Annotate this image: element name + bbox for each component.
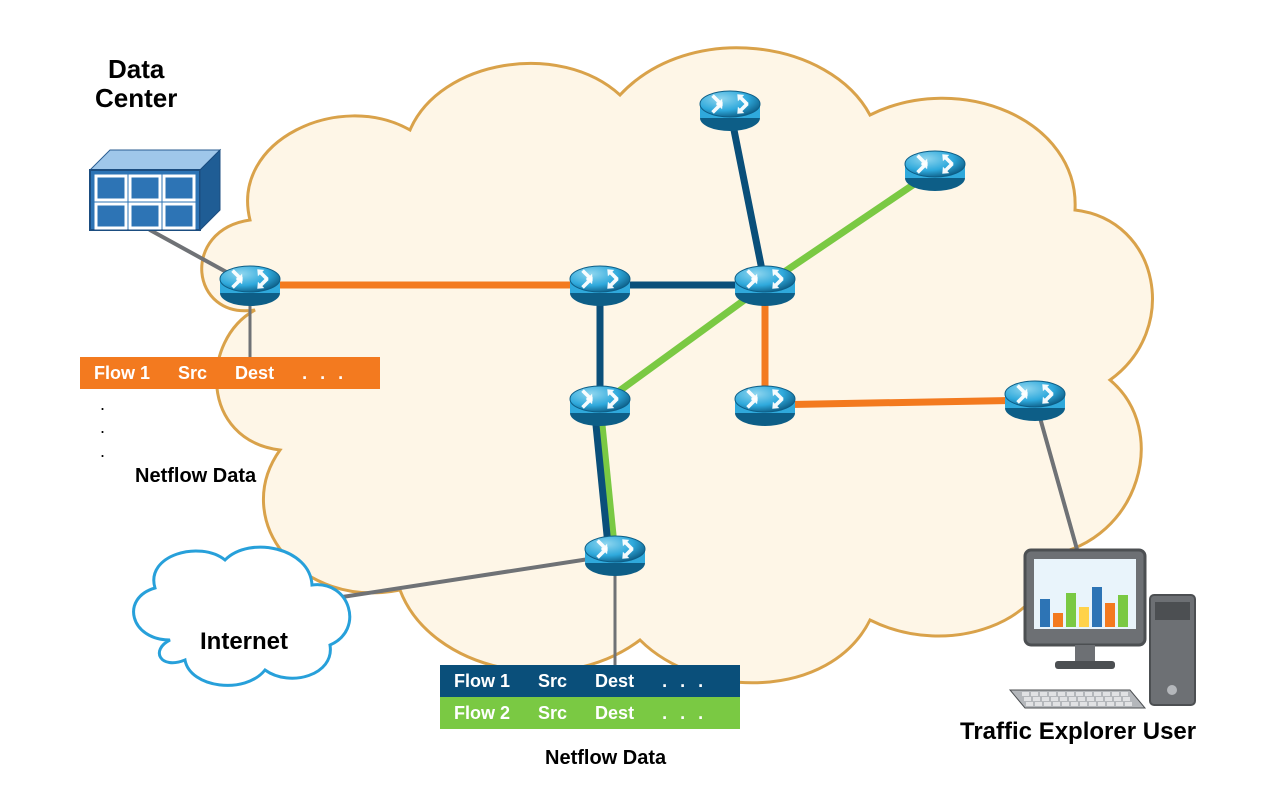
datacenter-icon bbox=[90, 150, 220, 230]
network-diagram: { "canvas": { "width": 1280, "height": 8… bbox=[0, 0, 1280, 800]
netflow-caption-b: Netflow Data bbox=[545, 747, 666, 770]
internet-label: Internet bbox=[200, 628, 288, 656]
flow-row: Flow 1SrcDest. . . bbox=[80, 357, 380, 389]
router-icon bbox=[700, 91, 760, 131]
router-icon bbox=[220, 266, 280, 306]
data-center-label: Data Center bbox=[95, 55, 177, 112]
router-icon bbox=[735, 266, 795, 306]
router-icon bbox=[570, 386, 630, 426]
router-icon bbox=[585, 536, 645, 576]
ellipsis-dots: ... bbox=[100, 393, 105, 463]
workstation-icon bbox=[1010, 550, 1195, 708]
router-icon bbox=[735, 386, 795, 426]
edge bbox=[765, 400, 1035, 405]
router-icon bbox=[570, 266, 630, 306]
flow-row: Flow 2SrcDest. . . bbox=[440, 697, 740, 729]
traffic-explorer-label: Traffic Explorer User bbox=[960, 718, 1196, 746]
router-icon bbox=[1005, 381, 1065, 421]
flow-row: Flow 1SrcDest. . . bbox=[440, 665, 740, 697]
netflow-caption-a: Netflow Data bbox=[135, 465, 256, 488]
router-icon bbox=[905, 151, 965, 191]
